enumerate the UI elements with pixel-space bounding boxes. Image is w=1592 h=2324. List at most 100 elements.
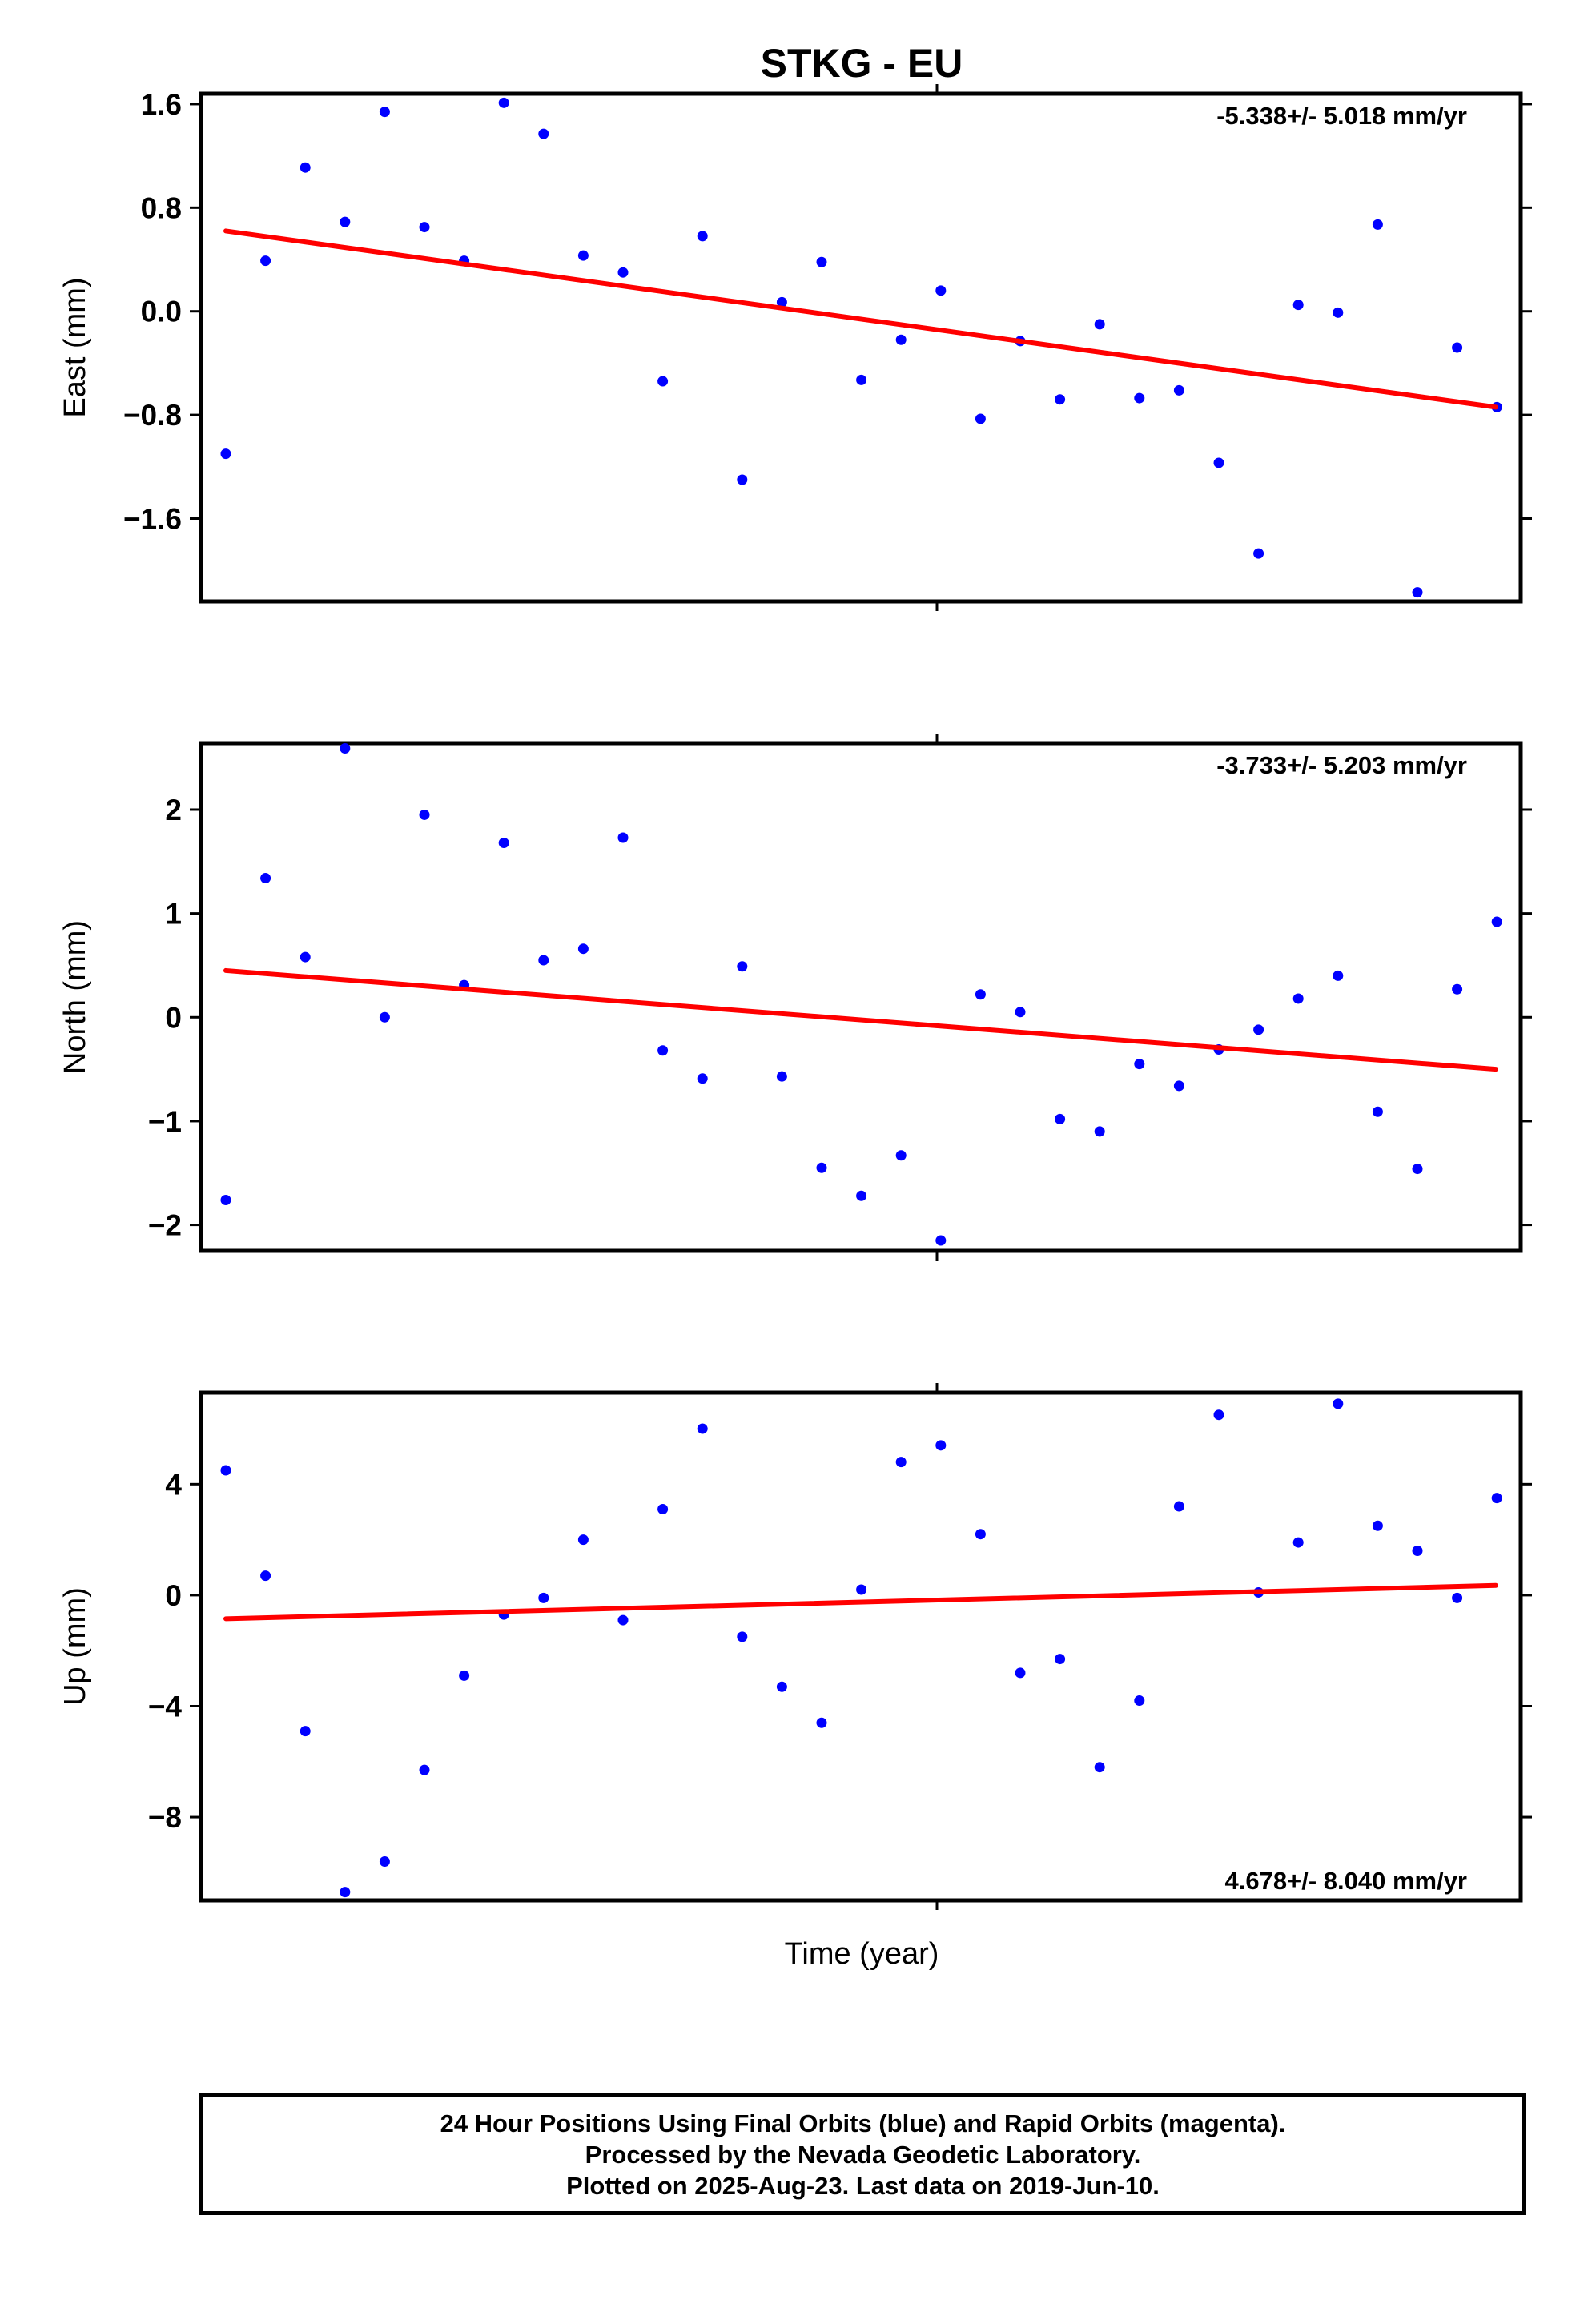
data-point [816,1162,827,1173]
data-point [617,832,629,843]
data-point [697,231,708,242]
data-point [1491,1493,1502,1504]
data-point [340,742,351,754]
data-point [577,943,589,955]
data-point [379,107,390,118]
data-point [776,1681,787,1692]
rate-annotation: -3.733+/- 5.203 mm/yr [1216,751,1467,779]
data-point [776,296,787,308]
data-point [1015,1667,1026,1679]
data-point [776,1071,787,1082]
data-point [657,1045,669,1056]
data-point [1372,1106,1383,1117]
y-tick-label: 0 [165,1001,182,1034]
data-point [260,255,271,267]
caption-line-1: 24 Hour Positions Using Final Orbits (bl… [440,2109,1286,2137]
data-point [816,1717,827,1728]
data-point [419,1764,430,1775]
data-point [1452,342,1463,353]
up-panel: 4 0 −4 −8 Up (mm) 4.678+/- 8.040 mm/yr [58,1383,1532,1910]
data-point [220,1465,231,1476]
caption-line-2: Processed by the Nevada Geodetic Laborat… [585,2140,1141,2169]
data-point [1055,1113,1066,1124]
data-point [895,334,907,345]
data-point [697,1423,708,1434]
data-point [1333,970,1344,981]
y-tick-label: 1.6 [141,88,182,121]
data-point [1372,1520,1383,1531]
y-tick-label: −1 [148,1105,182,1138]
data-point [1333,307,1344,318]
y-axis-label: East (mm) [58,277,92,417]
x-axis-label: Time (year) [785,1937,939,1971]
y-tick-label: −8 [148,1801,182,1834]
data-point [340,1887,351,1898]
data-point [617,267,629,278]
data-point [1292,1537,1304,1548]
data-point [737,474,748,485]
data-point [1253,548,1264,559]
data-point [419,809,430,820]
data-point [856,374,867,385]
data-point [1491,916,1502,927]
data-point [1094,1762,1105,1773]
data-point [895,1457,907,1468]
plot-frame [199,91,1523,604]
data-point [935,285,947,296]
data-point [1173,1501,1184,1512]
rate-annotation: -5.338+/- 5.018 mm/yr [1216,102,1467,130]
data-point [1412,1545,1423,1556]
y-tick-label: −0.8 [123,399,182,432]
data-point [220,1194,231,1205]
data-point [498,97,509,108]
data-point [737,961,748,972]
data-point [1292,993,1304,1004]
data-point [895,1150,907,1161]
data-point [1094,1126,1105,1137]
data-point [1134,392,1145,404]
y-tick-label: 1 [165,898,182,931]
y-tick-label: 2 [165,794,182,826]
y-tick-label: 0 [165,1579,182,1612]
data-point [419,222,430,233]
trend-line [223,228,1498,410]
data-point [300,951,311,963]
data-point [975,1529,986,1540]
data-point [1213,1409,1224,1421]
trend-line [223,1582,1498,1622]
data-point [260,873,271,884]
data-point [577,250,589,261]
data-point [1333,1398,1344,1409]
data-point [1292,300,1304,311]
data-point [1452,1592,1463,1603]
data-point [340,216,351,227]
data-point [1412,587,1423,598]
data-point [1055,394,1066,405]
data-point [459,1670,470,1681]
data-point [538,1592,549,1603]
data-point [657,1504,669,1515]
data-point [1372,219,1383,230]
data-point [300,1726,311,1737]
data-point [538,128,549,139]
data-point [1412,1164,1423,1175]
y-axis-label: North (mm) [58,920,92,1074]
data-point [856,1584,867,1595]
data-point [1452,983,1463,995]
data-point [1134,1695,1145,1707]
data-point [1253,1024,1264,1035]
y-tick-label: −1.6 [123,502,182,535]
data-point [379,1856,390,1867]
data-point [975,989,986,1000]
y-tick-label: 0.0 [141,296,182,328]
data-point [657,376,669,387]
data-point [816,256,827,267]
data-point [577,1534,589,1546]
data-point [1173,1080,1184,1092]
north-panel: 2 1 0 −1 −2 North (mm) -3.733+/- 5.203 mm/yr [58,734,1532,1261]
y-tick-label: −2 [148,1209,182,1242]
data-point [1015,1007,1026,1018]
data-point [1055,1654,1066,1665]
east-panel: 1.6 0.8 0.0 −0.8 −1.6 East (mm) -5.338+/- 5.01… [58,84,1532,611]
